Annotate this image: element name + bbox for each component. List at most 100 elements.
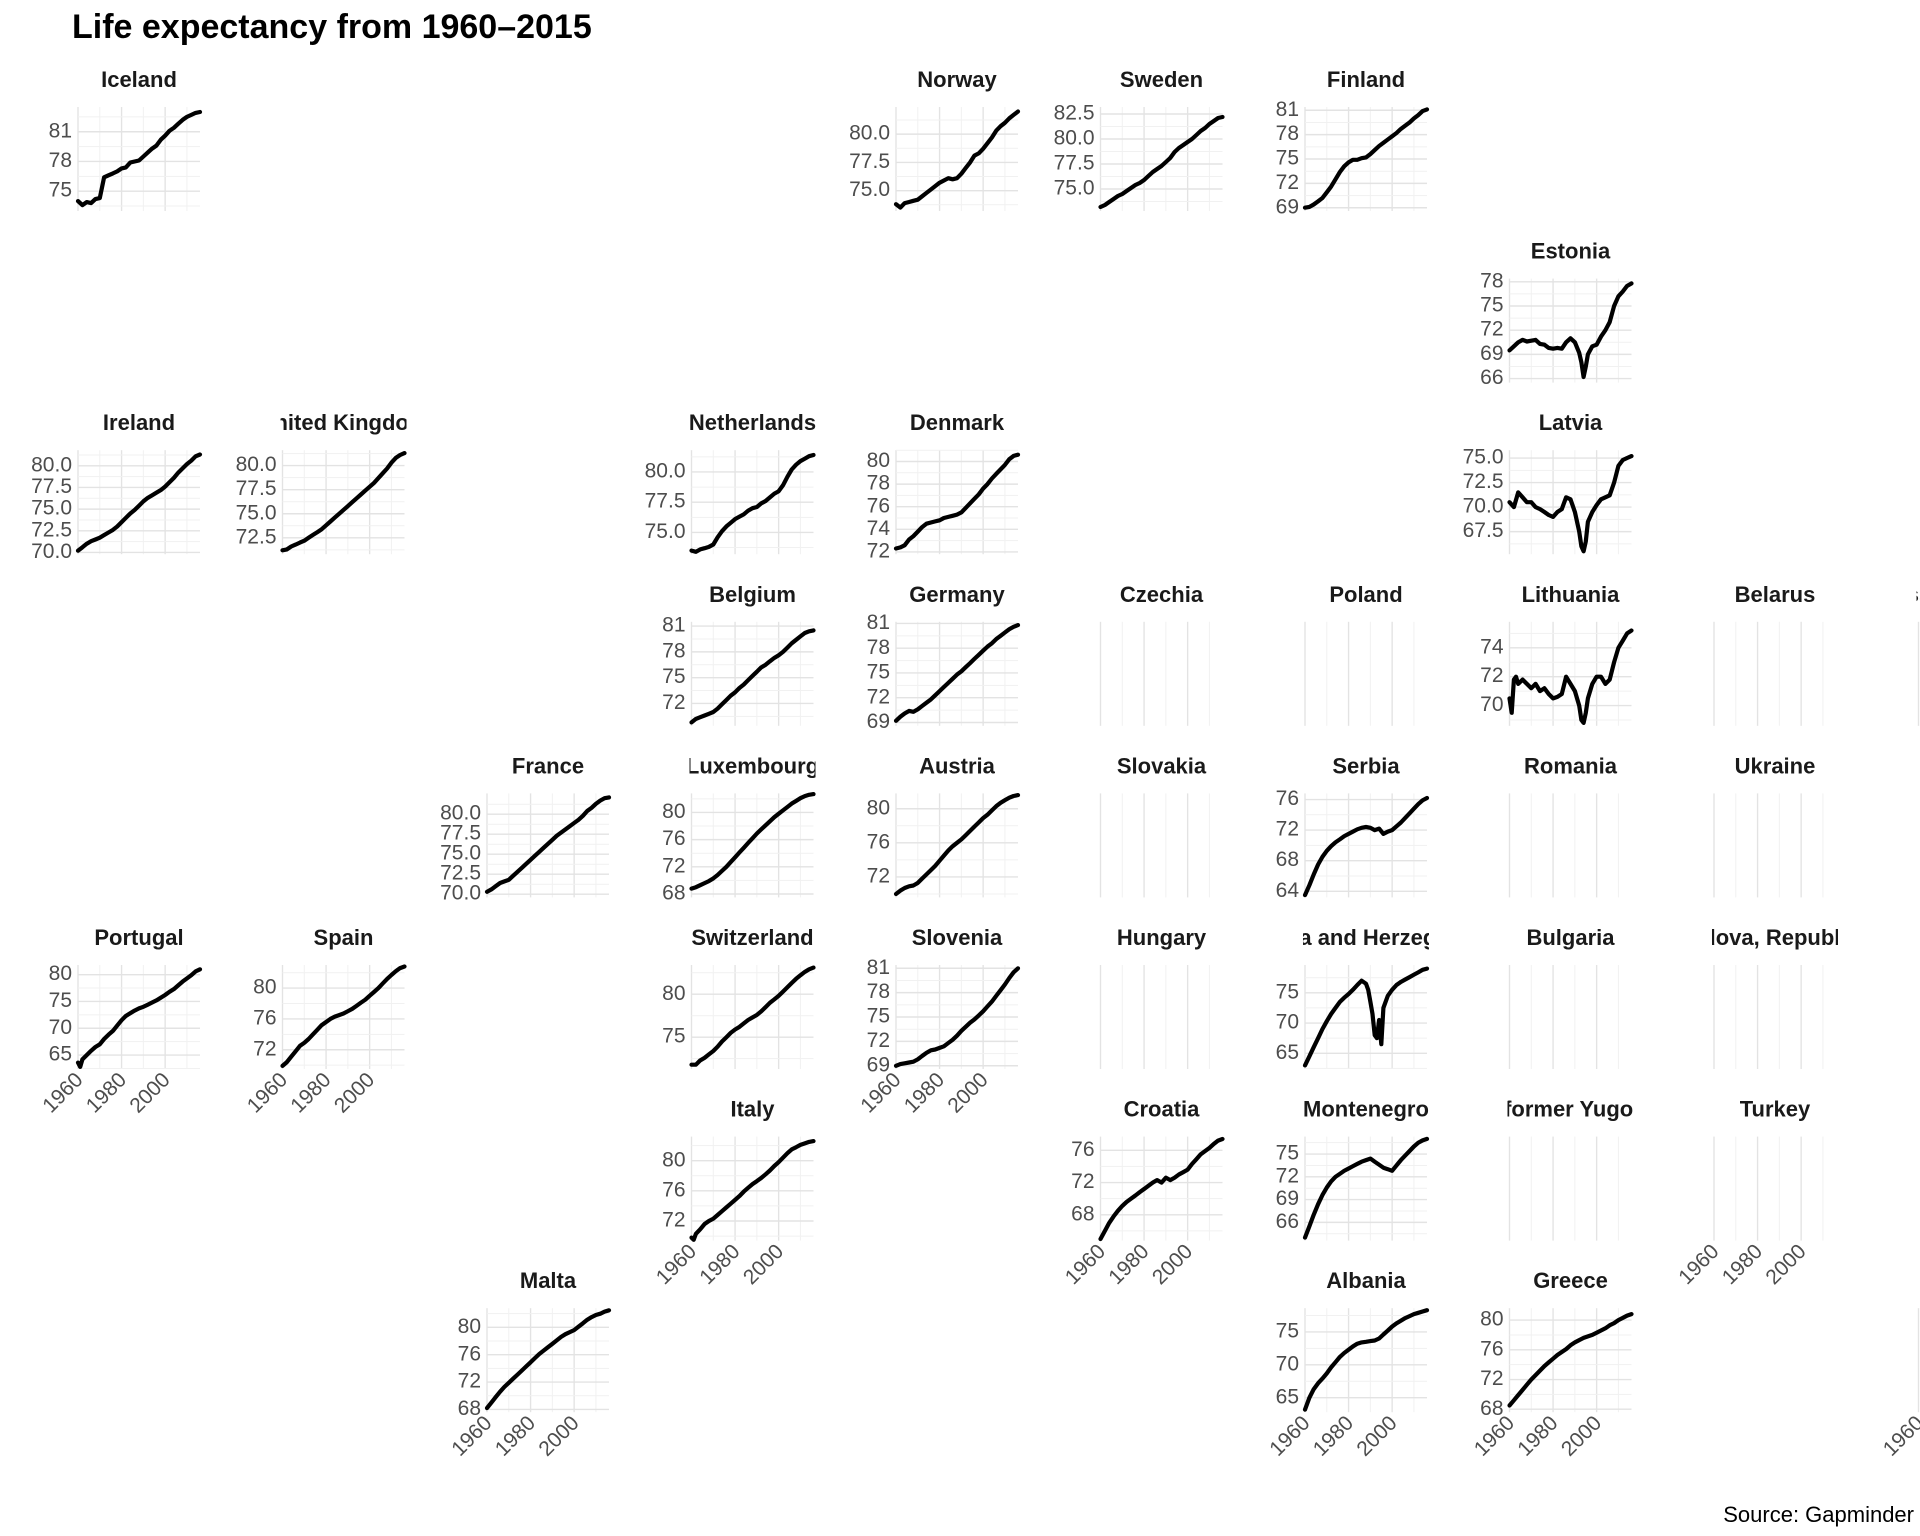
panel-title: Denmark bbox=[910, 410, 1005, 435]
panel-title: Germany bbox=[909, 582, 1005, 607]
y-tick-label: 76 bbox=[867, 830, 890, 853]
x-tick-label: 1960 bbox=[1061, 1240, 1110, 1289]
y-tick-label: 77.5 bbox=[645, 490, 686, 513]
facet-panel: Switzerland 75 80 bbox=[662, 925, 816, 1069]
y-tick-label: 80 bbox=[253, 976, 276, 999]
series-line bbox=[75, 452, 203, 553]
series-line bbox=[689, 965, 816, 1067]
facet-panel: Sweden 75.077.580.082.5 bbox=[1054, 67, 1225, 211]
y-tick-label: 78 bbox=[49, 149, 72, 172]
panel-title: Norway bbox=[917, 67, 997, 92]
panel-title: Spain bbox=[314, 925, 374, 950]
y-tick-label: 80 bbox=[662, 1148, 685, 1171]
y-tick-label: 70.0 bbox=[1463, 495, 1504, 518]
y-tick-label: 64 bbox=[1276, 879, 1300, 902]
y-tick-label: 75 bbox=[49, 179, 72, 202]
y-tick-label: 80.0 bbox=[1054, 127, 1095, 150]
panel-title: Portugal bbox=[94, 925, 183, 950]
y-tick-label: 76 bbox=[458, 1342, 481, 1365]
y-tick-label: 69 bbox=[1276, 1187, 1299, 1210]
series-line bbox=[484, 795, 612, 894]
panel-title: Russian Federation bbox=[1877, 582, 1920, 607]
y-tick-label: 80 bbox=[49, 962, 72, 985]
facet-panel: Lithuania 70 72 74 bbox=[1480, 582, 1634, 726]
panel-title: Czechia bbox=[1120, 582, 1204, 607]
x-tick-label: 1980 bbox=[900, 1068, 949, 1117]
y-tick-label: 68 bbox=[1071, 1202, 1094, 1225]
y-tick-label: 65 bbox=[1276, 1385, 1299, 1408]
panel-title: Hungary bbox=[1117, 925, 1207, 950]
y-tick-label: 70 bbox=[1276, 1011, 1299, 1034]
x-tick-label: 2000 bbox=[943, 1068, 992, 1117]
series-line bbox=[1302, 966, 1430, 1068]
x-tick-label: 1960 bbox=[447, 1411, 496, 1460]
facet-panel: Belarus bbox=[1713, 582, 1824, 726]
y-tick-label: 78 bbox=[662, 639, 685, 662]
facet-panel: Netherlands 75.0 77.5 80.0 bbox=[645, 410, 816, 555]
facet-panel: France 70.072.575.077.580.0 bbox=[440, 753, 612, 905]
y-tick-label: 76 bbox=[1276, 787, 1299, 810]
y-tick-label: 78 bbox=[867, 636, 890, 659]
y-tick-label: 81 bbox=[1276, 98, 1299, 121]
panel-title: Iceland bbox=[101, 67, 177, 92]
facet-panel: Bosnia and Herzegovina 65 70 75 bbox=[1238, 925, 1494, 1069]
series-line bbox=[1507, 1311, 1634, 1408]
series-line bbox=[1302, 1308, 1430, 1412]
y-tick-label: 80.0 bbox=[31, 453, 72, 476]
panel-title: Finland bbox=[1327, 67, 1405, 92]
facet-panel: Hungary bbox=[1099, 925, 1210, 1069]
facet-panel: Norway 75.0 77.5 80.0 bbox=[849, 67, 1021, 211]
panel-title: Ireland bbox=[103, 410, 175, 435]
facet-panel: Bulgaria bbox=[1508, 925, 1619, 1069]
y-tick-label: 75 bbox=[49, 989, 72, 1012]
y-tick-label: 70.0 bbox=[31, 540, 72, 563]
panel-title: Bosnia and Herzegovina bbox=[1238, 925, 1494, 950]
facet-panel: Latvia 67.570.072.575.0 bbox=[1463, 410, 1634, 555]
series-line bbox=[75, 109, 203, 208]
y-tick-label: 66 bbox=[1276, 1210, 1299, 1233]
panel-title: Moldova, Republic of bbox=[1664, 925, 1886, 950]
x-tick-label: 1980 bbox=[695, 1240, 744, 1289]
y-tick-label: 81 bbox=[867, 611, 890, 634]
chart-title: Life expectancy from 1960–2015 bbox=[72, 8, 592, 46]
panel-title: Luxembourg bbox=[686, 753, 819, 778]
panel-title: Albania bbox=[1326, 1268, 1406, 1293]
y-tick-label: 70 bbox=[1480, 693, 1503, 716]
x-tick-label: 1980 bbox=[1309, 1411, 1358, 1460]
x-tick-label: 1980 bbox=[286, 1068, 335, 1117]
y-tick-label: 75 bbox=[867, 1005, 890, 1028]
panel-title: Latvia bbox=[1539, 410, 1603, 435]
y-tick-label: 68 bbox=[1480, 1397, 1503, 1420]
y-tick-label: 81 bbox=[662, 614, 685, 637]
panel-title: Lithuania bbox=[1522, 582, 1621, 607]
x-tick-label: 1980 bbox=[1718, 1240, 1767, 1289]
facet-panel: Ukraine bbox=[1713, 753, 1824, 898]
facet-panel: Luxembourg 68 72 76 80 bbox=[662, 753, 819, 905]
y-tick-label: 72.5 bbox=[31, 518, 72, 541]
y-tick-label: 80.0 bbox=[236, 453, 277, 476]
y-tick-label: 80 bbox=[867, 796, 890, 819]
source-caption: Source: Gapminder bbox=[1723, 1502, 1914, 1527]
panel-title: Malta bbox=[520, 1268, 577, 1293]
y-tick-label: 76 bbox=[662, 1178, 685, 1201]
x-tick-label: 1980 bbox=[1513, 1411, 1562, 1460]
panel-title: Estonia bbox=[1531, 239, 1611, 264]
y-tick-label: 78 bbox=[867, 472, 890, 495]
y-tick-label: 81 bbox=[49, 119, 72, 142]
facet-panel: Austria 72 76 80 bbox=[867, 753, 1021, 898]
y-tick-label: 72 bbox=[1480, 1367, 1503, 1390]
y-tick-label: 68 bbox=[458, 1397, 481, 1420]
y-tick-label: 72 bbox=[867, 539, 890, 562]
y-tick-label: 72 bbox=[662, 691, 685, 714]
series-line bbox=[1507, 454, 1634, 554]
x-tick-label: 2000 bbox=[1557, 1411, 1606, 1460]
